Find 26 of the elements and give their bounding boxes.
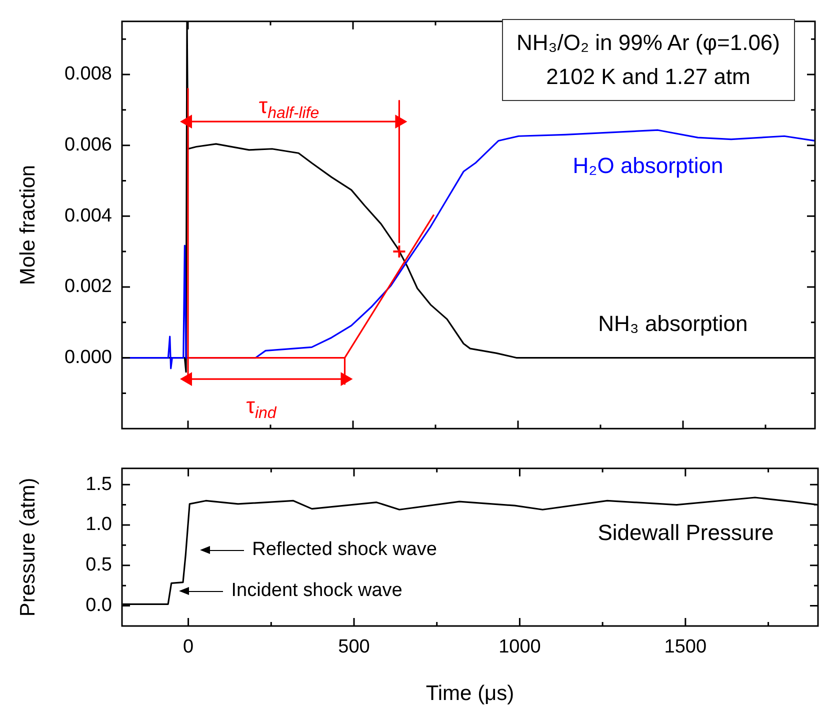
annotation: Incident shock wave — [231, 580, 402, 602]
annotation: NH₃/O₂ in 99% Ar (φ=1.06) — [516, 29, 780, 57]
annotation: τ$_{half-life}$ — [258, 92, 320, 123]
x-axis-title: Time (μs) — [426, 682, 514, 706]
y-tick-label: 0.008 — [64, 64, 112, 85]
x-tick-label: 1000 — [498, 636, 541, 658]
y-tick-label: 0.004 — [64, 205, 112, 226]
annotation: 2102 K and 1.27 atm — [545, 63, 752, 91]
x-tick-label: 1500 — [664, 636, 707, 658]
y-tick-label: 0.5 — [86, 554, 112, 576]
annotation: Reflected shock wave — [252, 539, 437, 562]
text-box: NH₃/O₂ in 99% Ar (φ=1.06) 2102 K and 1.27 atm — [502, 19, 795, 101]
x-tick-label: 500 — [338, 636, 370, 658]
series-label: H₂O absorption — [572, 152, 724, 179]
y-axis-title: Mole fraction — [16, 164, 40, 286]
y-tick-label: 1.0 — [86, 514, 112, 536]
y-tick-label: 0.006 — [64, 134, 112, 156]
y-tick-label: 0.0 — [86, 595, 112, 616]
x-tick-label: 0 — [182, 636, 194, 658]
legend-label: Sidewall Pressure — [598, 520, 774, 546]
series-label: NH₃ absorption — [598, 310, 748, 337]
y-tick-label: 0.002 — [64, 276, 112, 298]
annotation: τ$_{ind}$ — [246, 393, 276, 424]
y-axis-title: Pressure (atm) — [16, 478, 40, 617]
y-tick-label: 0.000 — [64, 347, 112, 368]
y-tick-label: 1.5 — [86, 474, 112, 495]
